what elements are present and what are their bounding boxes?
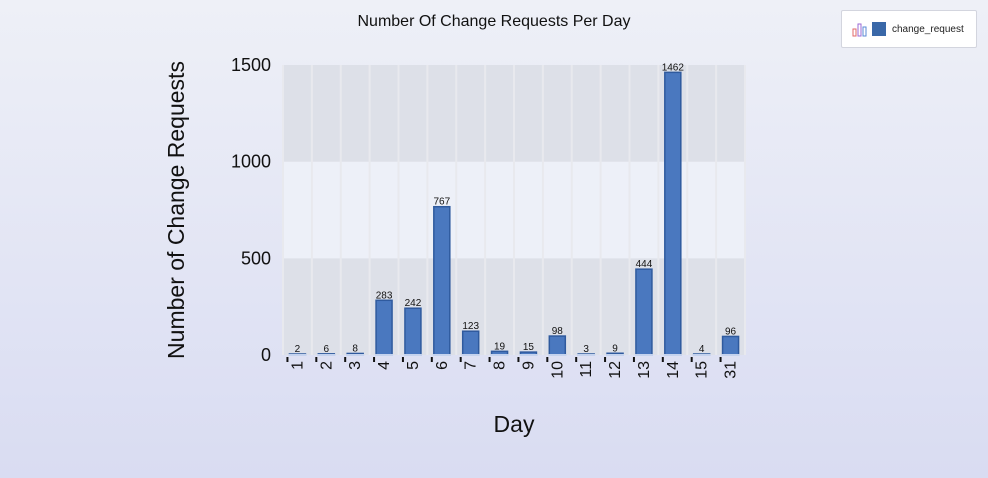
x-tick-label: 11: [578, 361, 595, 378]
data-label: 9: [612, 343, 618, 354]
bars: [288, 71, 740, 356]
x-tick-label: 14: [665, 361, 682, 379]
legend: change_request: [841, 10, 977, 48]
data-label: 123: [462, 321, 479, 332]
bar: [635, 268, 653, 356]
bar: [404, 307, 422, 356]
data-label: 242: [405, 298, 422, 309]
bar: [548, 335, 567, 356]
x-tick-label: 13: [636, 361, 653, 379]
bar: [664, 71, 682, 356]
data-label: 19: [494, 341, 506, 352]
x-tick-label: 2: [318, 361, 335, 370]
x-tick-labels: 1 2 3 4 5 6 7 8 9 10 11 12 13 14 15 31: [286, 357, 740, 379]
data-label: 98: [552, 326, 564, 337]
gridlines: [282, 65, 746, 355]
x-tick-label: 10: [549, 361, 566, 379]
legend-label: change_request: [892, 23, 964, 35]
x-tick-label: 8: [492, 361, 509, 370]
data-label: 444: [636, 259, 653, 270]
data-label: 2: [295, 344, 301, 355]
x-tick-label: 15: [694, 361, 711, 379]
y-tick-label: 0: [261, 345, 271, 365]
data-label: 15: [523, 342, 535, 353]
x-tick-label: 7: [463, 361, 480, 370]
chart-title: Number Of Change Requests Per Day: [357, 13, 630, 30]
bar: [721, 335, 740, 356]
x-tick-label: 3: [347, 361, 364, 370]
x-axis-label: Day: [494, 411, 535, 437]
y-tick-label: 1500: [231, 55, 271, 75]
data-labels: 2 6 8 283 242 767 123 19 15 98 3 9 444 1462 4 96: [295, 62, 737, 355]
bar: [461, 330, 480, 356]
y-tick-labels: 0 500 1000 1500: [231, 55, 271, 365]
data-label: 4: [699, 344, 705, 355]
x-tick-label: 5: [405, 361, 422, 370]
data-label: 283: [376, 290, 393, 301]
x-tick-label: 1: [289, 361, 306, 370]
data-label: 3: [583, 344, 589, 355]
y-tick-label: 1000: [231, 152, 271, 172]
y-axis-label: Number of Change Requests: [163, 61, 189, 359]
data-label: 8: [352, 343, 358, 354]
data-label: 6: [324, 344, 330, 355]
legend-swatch: [872, 22, 886, 36]
x-tick-label: 4: [376, 361, 393, 370]
data-label: 767: [433, 197, 450, 208]
bar-chart-icon: [852, 21, 868, 37]
data-label: 1462: [662, 62, 685, 73]
x-tick-label: 9: [520, 361, 537, 370]
x-tick-label: 6: [434, 361, 451, 370]
data-label: 96: [725, 326, 737, 337]
bar: [433, 205, 451, 356]
bar: [375, 299, 393, 356]
x-tick-label: 31: [723, 361, 740, 379]
y-tick-label: 500: [241, 248, 271, 268]
x-tick-label: 12: [607, 361, 624, 379]
